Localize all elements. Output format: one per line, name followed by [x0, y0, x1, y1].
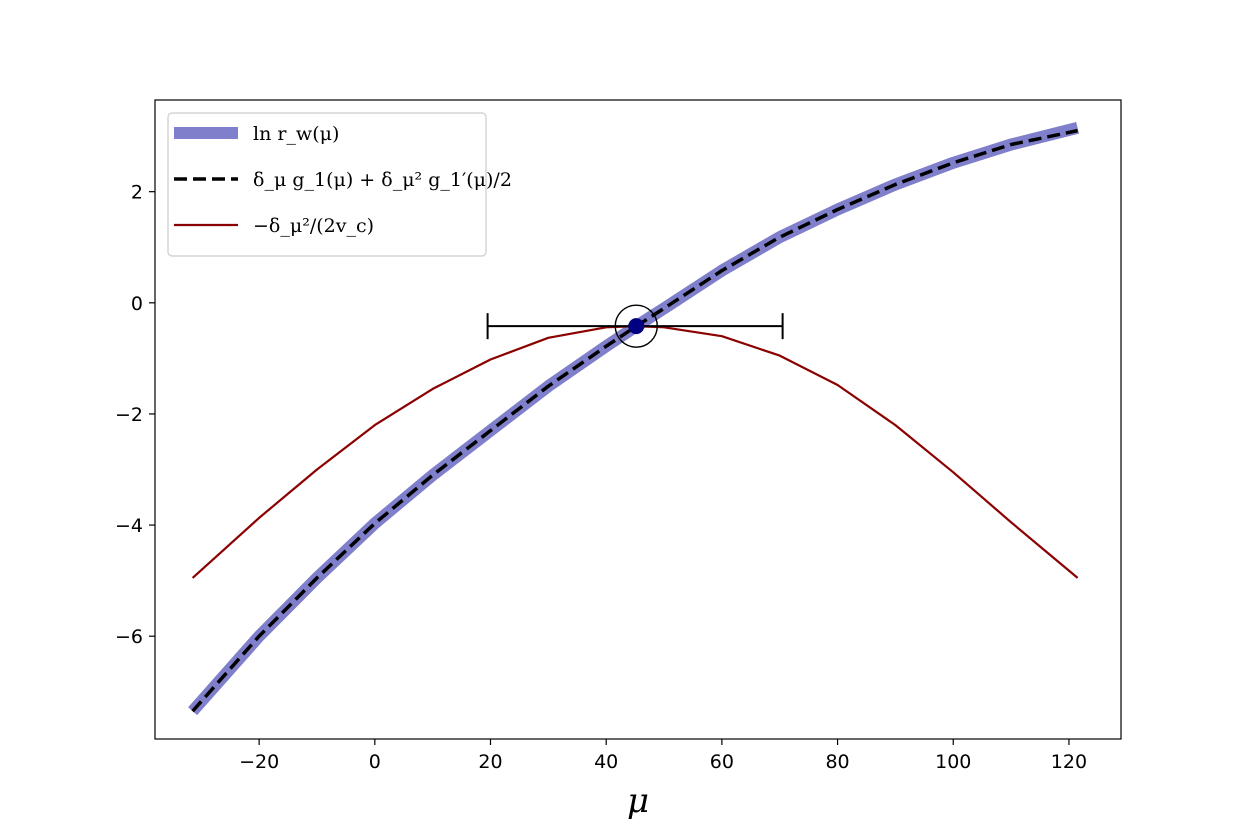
- legend: ln r_w(μ) δ_μ g_1(μ) + δ_μ² g_1′(μ)/2 −δ_μ…: [167, 112, 512, 257]
- legend-label-3: −δ_μ²/(2v_c): [253, 215, 374, 237]
- x-axis-label: μ: [627, 781, 649, 821]
- x-tick-label: 80: [825, 751, 849, 773]
- y-tick-label: −4: [115, 515, 143, 537]
- y-tick-label: 2: [131, 182, 143, 204]
- point-marker-ring: [614, 304, 658, 348]
- legend-label-2: δ_μ g_1(μ) + δ_μ² g_1′(μ)/2: [253, 169, 512, 191]
- legend-box: [167, 112, 487, 257]
- x-tick-label: 60: [710, 751, 734, 773]
- point-marker: [628, 318, 645, 335]
- y-tick-label: −6: [115, 626, 143, 648]
- y-tick-label: 0: [131, 293, 143, 315]
- x-tick-label: 0: [369, 751, 381, 773]
- x-tick-label: 20: [478, 751, 502, 773]
- ticks-layer: −20 0 20 40 60 80 100 120−6−4−202: [115, 182, 1087, 773]
- annotation-layer: [486, 304, 784, 348]
- legend-label-1: ln r_w(μ): [253, 123, 339, 145]
- y-tick-label: −2: [115, 404, 143, 426]
- x-tick-label: 40: [594, 751, 618, 773]
- plot-area-frame: [154, 99, 1122, 740]
- x-tick-label: −20: [239, 751, 279, 773]
- x-tick-label: 100: [935, 751, 971, 773]
- x-tick-label: 120: [1051, 751, 1087, 773]
- series-line-3: [191, 325, 1079, 579]
